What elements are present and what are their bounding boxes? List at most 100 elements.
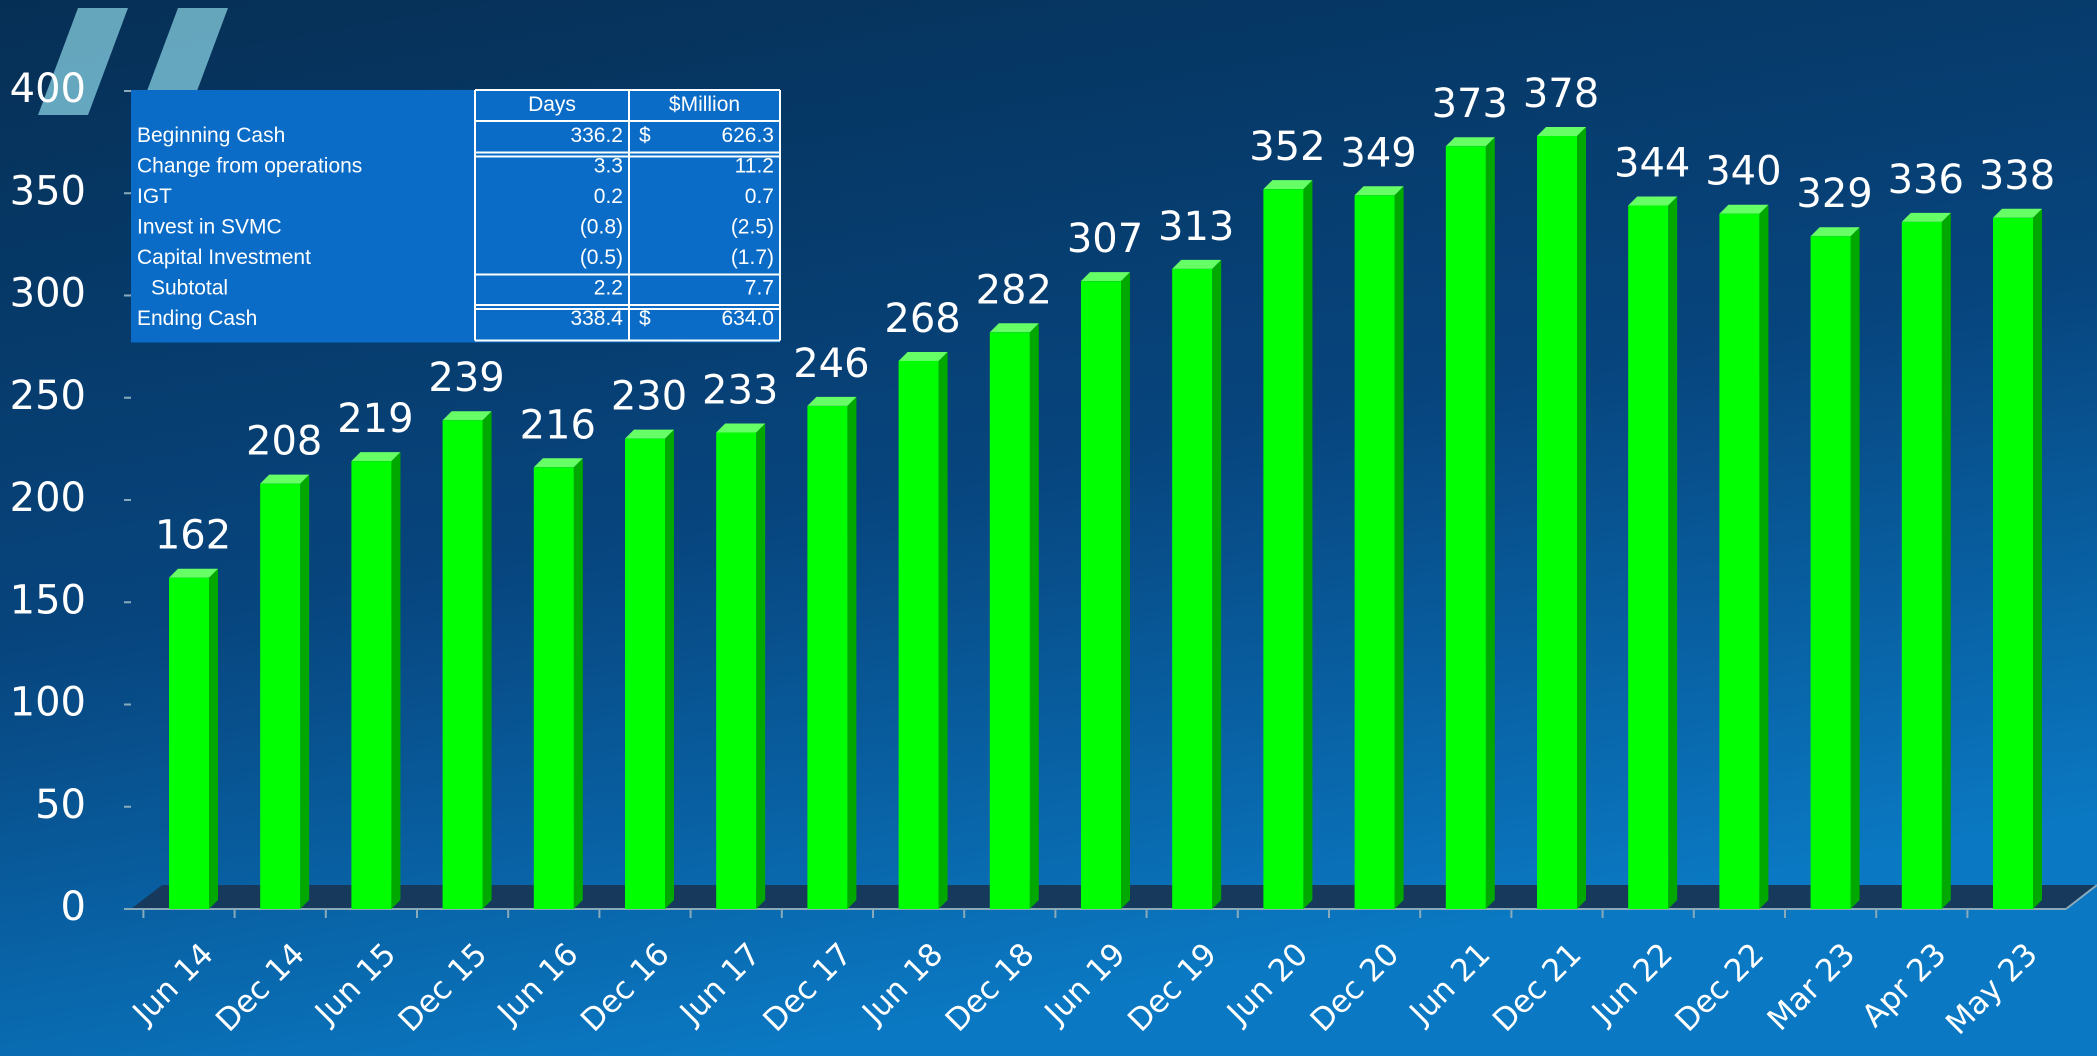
bar-side bbox=[756, 423, 766, 909]
data-label: 352 bbox=[1249, 124, 1325, 170]
row-label: IGT bbox=[137, 185, 172, 208]
row-label: Invest in SVMC bbox=[137, 215, 282, 238]
row-label: Subtotal bbox=[151, 276, 228, 299]
bar bbox=[1445, 146, 1486, 910]
bar-side bbox=[2033, 208, 2042, 910]
bar-top bbox=[351, 452, 401, 462]
quote-mark bbox=[38, 8, 128, 115]
days-cell: (0.5) bbox=[580, 246, 623, 269]
bar-top bbox=[625, 429, 674, 439]
data-label: 216 bbox=[520, 402, 596, 448]
days-cell: 3.3 bbox=[594, 154, 623, 177]
bar-side bbox=[573, 458, 583, 909]
bar-side bbox=[938, 351, 948, 909]
data-label: 336 bbox=[1888, 157, 1964, 203]
cash-table: Days $Million Beginning Cash 336.2 $626.3 Cha… bbox=[131, 89, 781, 343]
bar-side bbox=[665, 429, 674, 909]
data-label: 230 bbox=[611, 374, 687, 420]
bar-top bbox=[1354, 186, 1404, 196]
bar bbox=[807, 405, 848, 909]
bar-top bbox=[442, 411, 492, 421]
bar-side bbox=[1485, 137, 1495, 910]
bar bbox=[898, 360, 939, 909]
bar-top bbox=[1993, 208, 2042, 218]
bar-side bbox=[1303, 180, 1313, 909]
row-label: Capital Investment bbox=[137, 246, 311, 269]
million-cell: (2.5) bbox=[731, 215, 774, 238]
y-tick-label: 250 bbox=[10, 373, 86, 419]
data-label: 239 bbox=[428, 355, 504, 401]
days-cell: 338.4 bbox=[570, 307, 623, 330]
bar-side bbox=[482, 411, 492, 909]
bar-top bbox=[1537, 126, 1586, 136]
bar bbox=[260, 483, 301, 909]
bar-side bbox=[1212, 259, 1222, 909]
bar-top bbox=[1901, 212, 1951, 222]
days-cell: (0.8) bbox=[580, 215, 623, 238]
data-label: 246 bbox=[793, 341, 869, 387]
bar bbox=[169, 577, 209, 909]
data-label: 162 bbox=[155, 513, 231, 559]
bar-side bbox=[1394, 186, 1404, 910]
bar-side bbox=[1121, 272, 1130, 909]
data-label: 338 bbox=[1979, 153, 2055, 199]
bar bbox=[533, 467, 574, 909]
data-label: 344 bbox=[1614, 141, 1690, 187]
currency-cell: $ bbox=[639, 307, 651, 330]
days-cell: 336.2 bbox=[570, 124, 623, 147]
y-tick-label: 0 bbox=[61, 884, 86, 930]
bar bbox=[1081, 281, 1121, 909]
y-tick-label: 350 bbox=[10, 168, 86, 214]
bar bbox=[442, 420, 483, 909]
bar bbox=[1719, 213, 1760, 909]
y-tick-label: 50 bbox=[35, 782, 86, 828]
million-cell: 626.3 bbox=[721, 124, 774, 147]
bar bbox=[1993, 217, 2033, 910]
million-cell: 634.0 bbox=[721, 307, 774, 330]
data-label: 233 bbox=[702, 368, 778, 414]
bar bbox=[1263, 189, 1304, 909]
bar-top bbox=[989, 323, 1039, 333]
bar bbox=[1172, 268, 1213, 909]
million-cell: 7.7 bbox=[745, 276, 774, 299]
bar-side bbox=[1759, 204, 1769, 909]
bar-side bbox=[1577, 126, 1586, 910]
bar-top bbox=[1445, 137, 1495, 147]
bar bbox=[1810, 236, 1851, 909]
row-label: Change from operations bbox=[137, 154, 362, 177]
bar-top bbox=[807, 396, 857, 406]
bar bbox=[625, 438, 665, 909]
days-cell: 2.2 bbox=[594, 276, 623, 299]
data-label: 219 bbox=[337, 396, 413, 442]
bar bbox=[716, 432, 757, 909]
table-header: $Million bbox=[669, 93, 740, 116]
bar-top bbox=[898, 351, 948, 361]
bar-top bbox=[1081, 272, 1130, 282]
bar-side bbox=[300, 474, 310, 909]
data-label: 208 bbox=[246, 419, 322, 465]
y-tick-label: 200 bbox=[10, 475, 86, 521]
bar bbox=[1537, 135, 1577, 910]
floor-edge bbox=[2065, 884, 2097, 910]
bar bbox=[351, 461, 392, 909]
table-background bbox=[131, 90, 780, 343]
data-label: 349 bbox=[1340, 130, 1416, 176]
currency-cell: $ bbox=[639, 124, 651, 147]
bar-side bbox=[847, 396, 857, 909]
million-cell: 0.7 bbox=[745, 185, 774, 208]
row-label: Ending Cash bbox=[137, 307, 257, 330]
data-label: 378 bbox=[1523, 71, 1599, 117]
table-header: Days bbox=[528, 93, 576, 116]
bar-side bbox=[1941, 212, 1951, 909]
bar bbox=[989, 332, 1030, 909]
bar-top bbox=[533, 458, 583, 468]
data-label: 307 bbox=[1067, 216, 1143, 262]
bar-side bbox=[1029, 323, 1039, 909]
days-cell: 0.2 bbox=[594, 185, 623, 208]
bar-top bbox=[1719, 204, 1769, 214]
million-cell: (1.7) bbox=[731, 246, 774, 269]
data-label: 313 bbox=[1158, 204, 1234, 250]
y-tick-label: 150 bbox=[10, 577, 86, 623]
